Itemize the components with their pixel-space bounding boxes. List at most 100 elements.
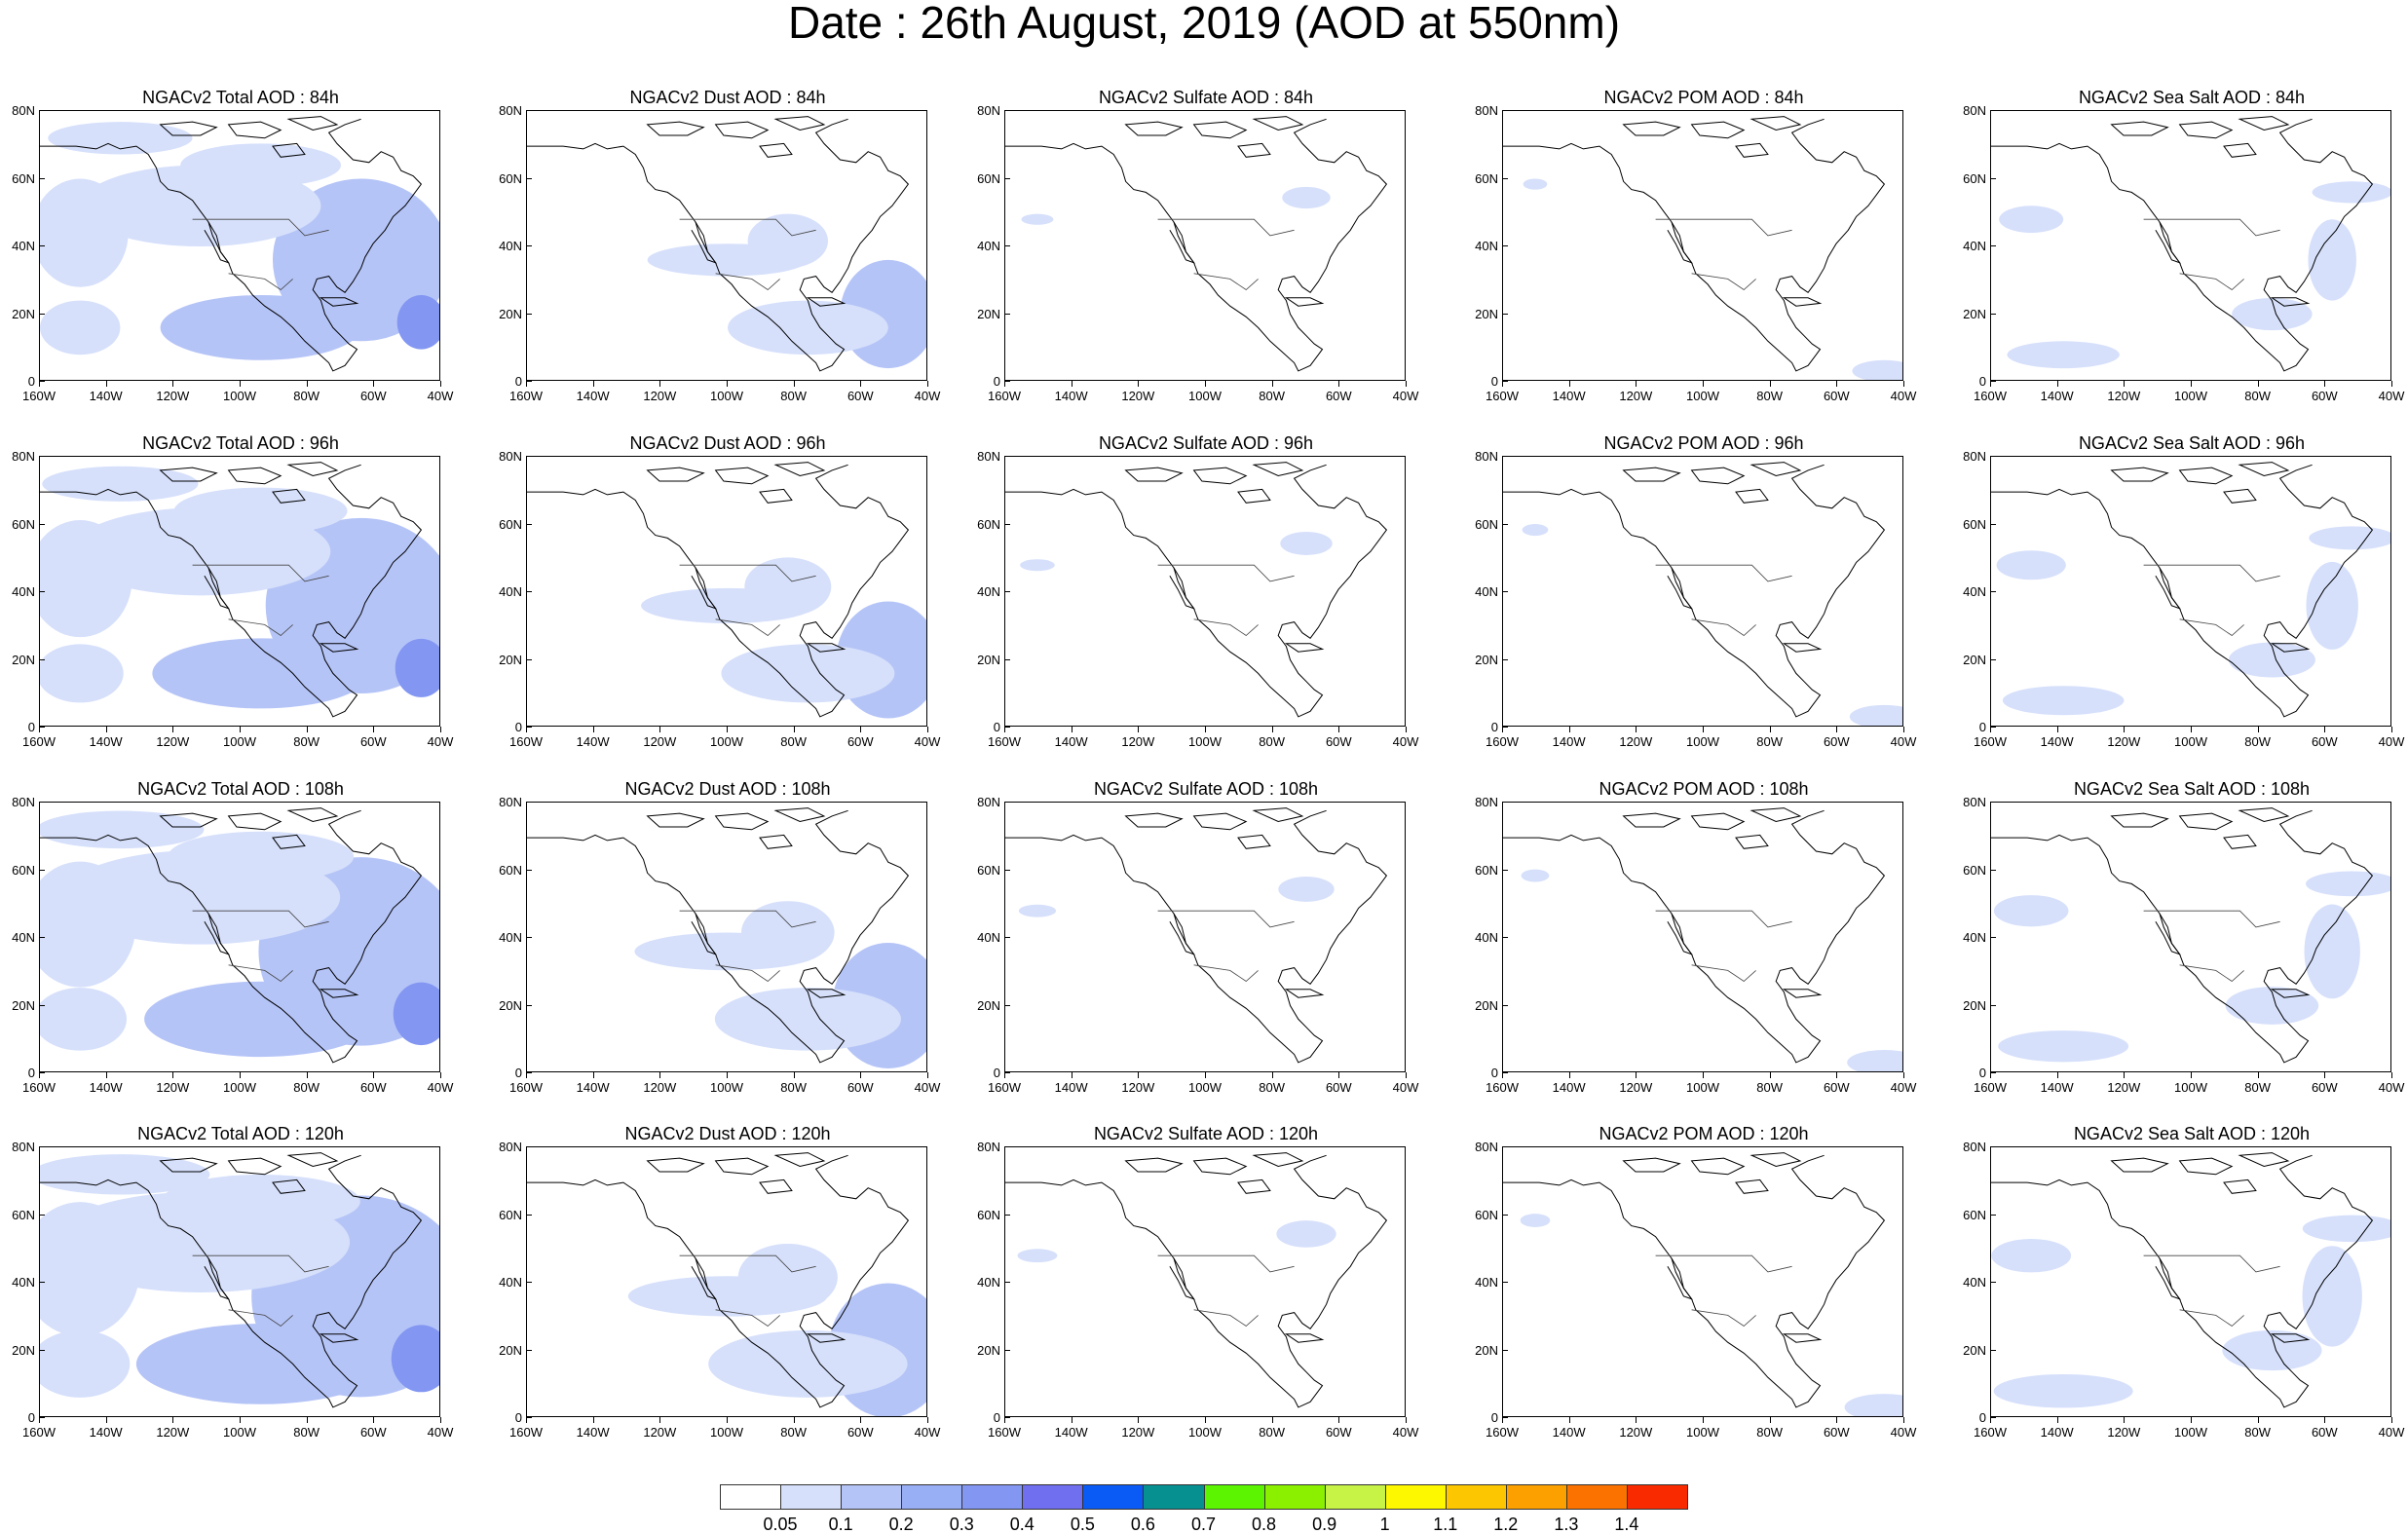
- lon-tick-label: 120W: [643, 734, 677, 749]
- lon-tick-label: 160W: [988, 1080, 1021, 1095]
- aod-shading: [708, 1329, 908, 1398]
- lon-tick-mark: [1703, 381, 1704, 387]
- lon-tick-label: 80W: [1259, 1425, 1286, 1440]
- island-outline: [773, 116, 826, 131]
- lon-tick-mark: [373, 1417, 375, 1423]
- aod-shading: [744, 557, 832, 617]
- island-outline: [759, 1179, 793, 1194]
- coastline: [40, 464, 423, 718]
- panel-title: NGACv2 Sulfate AOD : 84h: [1098, 88, 1314, 107]
- island-outline: [272, 142, 306, 158]
- lon-tick-mark: [1271, 727, 1273, 732]
- lat-tick-mark: [1502, 313, 1508, 315]
- lon-tick-mark: [2257, 1417, 2259, 1423]
- colorbar-label: 1: [1379, 1515, 1390, 1534]
- lon-tick-label: 140W: [1552, 734, 1586, 749]
- lon-tick-mark: [727, 381, 728, 387]
- lon-tick-mark: [1271, 1417, 1273, 1423]
- lon-tick-label: 140W: [1552, 1425, 1586, 1440]
- lon-tick-label: 100W: [223, 734, 256, 749]
- island-outline: [1192, 121, 1248, 139]
- lat-tick-mark: [1990, 313, 1996, 315]
- aod-map: [1502, 802, 1903, 1072]
- country-border: [1691, 273, 1756, 291]
- colorbar-swatch: [1445, 1484, 1507, 1510]
- lon-tick-mark: [105, 381, 107, 387]
- island-outline: [1124, 1157, 1184, 1173]
- aod-shading: [48, 122, 193, 155]
- island-outline: [1735, 488, 1769, 504]
- island-outline: [272, 834, 306, 849]
- aod-shading: [1991, 1238, 2072, 1273]
- lon-tick-mark: [1502, 381, 1503, 387]
- lon-tick-label: 40W: [914, 734, 941, 749]
- country-border: [1193, 273, 1259, 291]
- lon-tick-label: 60W: [1325, 1080, 1352, 1095]
- lon-tick-label: 160W: [22, 734, 56, 749]
- lat-tick-mark: [526, 727, 532, 728]
- aod-shading: [2002, 686, 2125, 716]
- colorbar-label: 0.05: [763, 1515, 798, 1534]
- lat-tick-label: 60N: [1475, 170, 1498, 186]
- island-outline: [2223, 142, 2257, 158]
- island-outline: [286, 807, 339, 823]
- lon-tick-label: 80W: [780, 1080, 808, 1095]
- island-outline: [1782, 297, 1823, 307]
- lat-tick-mark: [1990, 1417, 1996, 1418]
- lon-tick-mark: [860, 727, 862, 732]
- lat-tick-label: 40N: [1963, 930, 1986, 945]
- lat-tick-label: 80N: [499, 1140, 522, 1154]
- island-outline: [759, 834, 793, 849]
- lon-tick-mark: [2191, 381, 2192, 387]
- aod-map: [1990, 110, 2391, 381]
- island-outline: [1192, 812, 1248, 831]
- lat-tick-mark: [1502, 937, 1508, 938]
- lon-tick-mark: [240, 381, 241, 387]
- lon-tick-mark: [793, 727, 795, 732]
- lat-tick-mark: [39, 381, 45, 382]
- coastline-baja: [1169, 221, 1195, 264]
- lon-tick-mark: [2391, 727, 2392, 732]
- country-border: [2143, 218, 2280, 237]
- lon-tick-label: 140W: [89, 734, 123, 749]
- lat-tick-mark: [1990, 1282, 1996, 1283]
- coastline-baja: [2155, 1257, 2181, 1300]
- lon-tick-label: 100W: [1686, 1080, 1719, 1095]
- country-border: [679, 218, 816, 237]
- lat-tick-mark: [1990, 1072, 1996, 1073]
- aod-shading: [40, 1329, 131, 1398]
- lat-tick-mark: [1502, 523, 1508, 525]
- lon-tick-label: 60W: [359, 1080, 387, 1095]
- lon-tick-label: 120W: [1121, 1425, 1155, 1440]
- island-outline: [1237, 1179, 1271, 1194]
- aod-shading: [1523, 178, 1548, 190]
- lat-tick-label: 60N: [1475, 516, 1498, 532]
- coastline-baja: [2155, 567, 2181, 610]
- panel-title: NGACv2 Total AOD : 96h: [142, 433, 339, 453]
- lon-tick-label: 100W: [1188, 389, 1222, 403]
- lat-tick-mark: [1990, 802, 1996, 803]
- island-outline: [646, 121, 705, 136]
- lon-tick-mark: [1205, 727, 1206, 732]
- island-outline: [2110, 467, 2169, 482]
- island-outline: [1237, 488, 1271, 504]
- island-outline: [272, 488, 306, 504]
- lon-tick-label: 60W: [2311, 734, 2338, 749]
- aod-shading: [2312, 181, 2390, 204]
- lon-tick-mark: [1271, 1072, 1273, 1078]
- colorbar-swatch: [1505, 1484, 1567, 1510]
- lon-tick-mark: [1568, 381, 1570, 387]
- lat-tick-mark: [39, 1417, 45, 1418]
- lat-tick-label: 40N: [1475, 1275, 1498, 1290]
- island-outline: [1192, 1157, 1248, 1176]
- lat-tick-label: 80N: [499, 103, 522, 118]
- lon-tick-mark: [1836, 727, 1838, 732]
- lat-tick-mark: [1502, 869, 1508, 871]
- colorbar-label: 1.1: [1433, 1515, 1458, 1534]
- lon-tick-mark: [373, 727, 375, 732]
- lon-tick-label: 120W: [2107, 389, 2141, 403]
- lon-tick-label: 140W: [89, 389, 123, 403]
- lat-tick-mark: [1004, 1072, 1010, 1073]
- aod-shading: [2306, 871, 2390, 897]
- lon-tick-mark: [1703, 727, 1704, 732]
